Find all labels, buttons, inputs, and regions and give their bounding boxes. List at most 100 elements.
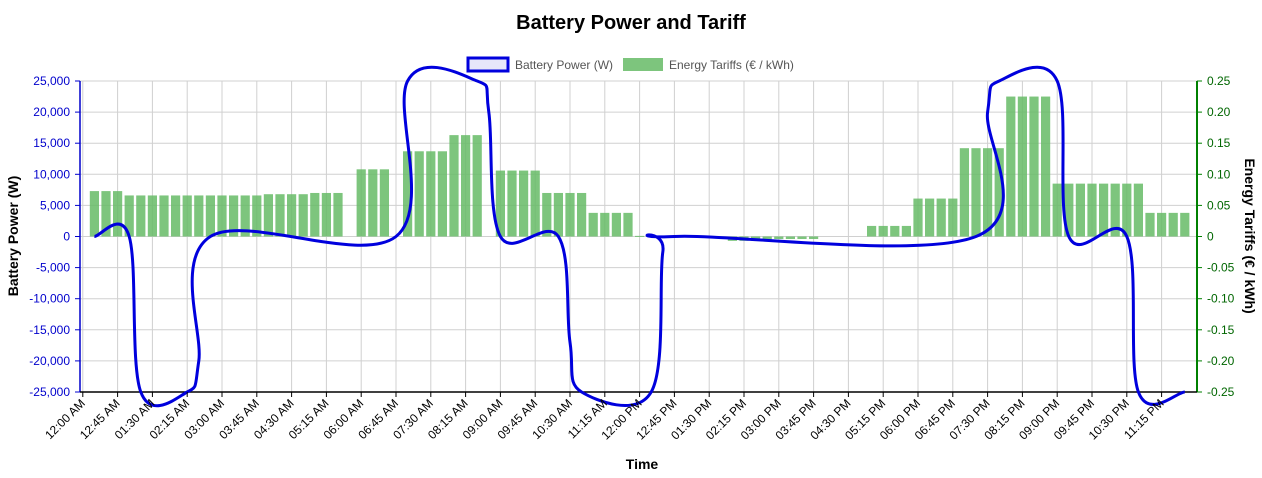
left-tick-label: -5,000 (36, 261, 70, 275)
tariff-bar (762, 236, 772, 241)
tariff-bar (507, 170, 517, 237)
tariff-bar (588, 212, 598, 237)
right-tick-label: 0 (1207, 230, 1214, 244)
tariff-bar (600, 212, 610, 237)
tariff-bars (89, 96, 1190, 241)
tariff-bar (113, 191, 123, 237)
legend-label-battery[interactable]: Battery Power (W) (515, 58, 613, 72)
tariff-bar (275, 194, 285, 237)
tariff-bar (182, 195, 192, 237)
tariff-bar (519, 170, 529, 237)
right-tick-label: 0.15 (1207, 136, 1231, 150)
left-tick-label: 5,000 (40, 198, 70, 212)
left-axis-title: Battery Power (W) (5, 176, 21, 297)
tariff-bar (983, 148, 993, 237)
left-tick-label: 25,000 (33, 74, 70, 88)
tariff-bar (1145, 212, 1155, 237)
right-axis-ticks: 0.25 0.20 0.15 0.10 0.05 0 -0.05 -0.10 -0.15 -0.2… (1197, 74, 1235, 399)
left-tick-label: 10,000 (33, 167, 70, 181)
tariff-bar (1110, 183, 1120, 237)
tariff-bar (437, 151, 447, 237)
left-tick-label: -25,000 (29, 385, 70, 399)
x-axis-title: Time (626, 456, 659, 472)
battery-line (93, 65, 1186, 408)
tariff-bar (530, 170, 540, 237)
tariff-bar (1006, 96, 1016, 237)
tariff-bar (426, 151, 436, 237)
tariff-bar (959, 148, 969, 237)
tariff-bar (205, 195, 215, 237)
tariff-bar (495, 170, 505, 237)
right-tick-label: -0.10 (1207, 292, 1235, 306)
tariff-bar (252, 195, 262, 237)
tariff-bar (414, 151, 424, 237)
tariff-bar (461, 135, 471, 237)
tariff-bar (994, 148, 1004, 237)
tariff-bar (147, 195, 157, 237)
tariff-bar (948, 198, 958, 237)
right-tick-label: -0.15 (1207, 323, 1235, 337)
tariff-bar (101, 191, 111, 237)
right-tick-label: 0.20 (1207, 105, 1231, 119)
tariff-bar (136, 195, 146, 237)
tariff-bar (368, 169, 378, 237)
tariff-bar (217, 195, 227, 237)
tariff-bar (1041, 96, 1051, 237)
legend-swatch-battery[interactable] (466, 56, 510, 73)
tariff-bar (1087, 183, 1097, 237)
left-axis-ticks: 25,000 20,000 15,000 10,000 5,000 0 -5,000 -10,… (29, 74, 80, 399)
right-tick-label: -0.20 (1207, 354, 1235, 368)
legend-swatch-tariff[interactable] (623, 58, 663, 71)
tariff-bar (403, 151, 413, 237)
tariff-bar (809, 236, 819, 239)
tariff-bar (553, 192, 563, 237)
legend[interactable]: Battery Power (W) Energy Tariffs (€ / kW… (466, 56, 794, 73)
tariff-bar (577, 192, 587, 237)
tariff-bar (89, 191, 99, 237)
tariff-bar (159, 195, 169, 237)
tariff-bar (901, 225, 911, 237)
tariff-bar (263, 194, 273, 237)
tariff-bar (890, 225, 900, 237)
tariff-bar (171, 195, 181, 237)
tariff-bar (797, 236, 807, 239)
tariff-bar (1157, 212, 1167, 237)
tariff-bar (936, 198, 946, 237)
tariff-bar (321, 192, 331, 237)
tariff-bar (379, 169, 389, 237)
tariff-bar (310, 192, 320, 237)
tariff-bar (611, 212, 621, 237)
tariff-bar (356, 169, 366, 237)
left-tick-label: 15,000 (33, 136, 70, 150)
battery-power-line (93, 65, 1186, 408)
left-tick-label: -20,000 (29, 354, 70, 368)
tariff-bar (287, 194, 297, 237)
right-tick-label: 0.25 (1207, 74, 1231, 88)
left-tick-label: -10,000 (29, 292, 70, 306)
right-tick-label: -0.25 (1207, 385, 1235, 399)
tariff-bar (867, 225, 877, 237)
tariff-bar (449, 135, 459, 237)
right-tick-label: -0.05 (1207, 261, 1235, 275)
right-axis-title: Energy Tariffs (€ / kWh) (1242, 158, 1258, 313)
left-tick-label: 0 (63, 230, 70, 244)
tariff-bar (1180, 212, 1190, 237)
tariff-bar (774, 236, 784, 239)
legend-label-tariff[interactable]: Energy Tariffs (€ / kWh) (669, 58, 794, 72)
tariff-bar (925, 198, 935, 237)
tariff-bar (1052, 183, 1062, 237)
tariff-bar (1133, 183, 1143, 237)
tariff-bar (565, 192, 575, 237)
tariff-bar (1029, 96, 1039, 237)
tariff-bar (333, 192, 343, 237)
tariff-bar (1075, 183, 1085, 237)
tariff-bar (913, 198, 923, 237)
tariff-bar (878, 225, 888, 237)
tariff-bar (240, 195, 250, 237)
tariff-bar (298, 194, 308, 237)
tariff-bar (971, 148, 981, 237)
left-tick-label: 20,000 (33, 105, 70, 119)
